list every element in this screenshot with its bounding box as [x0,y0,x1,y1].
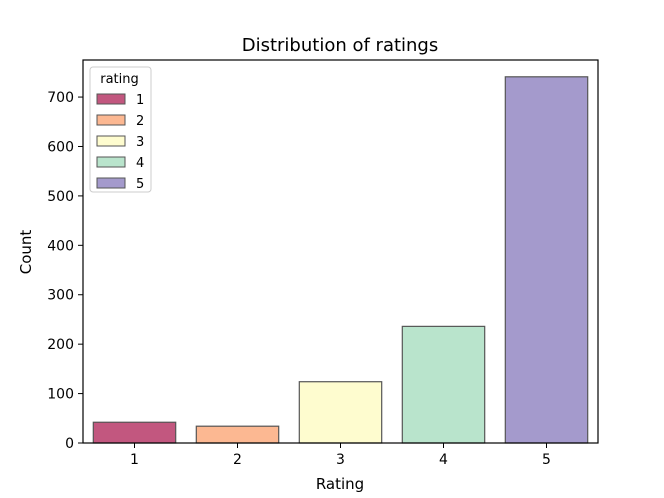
bar-rating-3 [298,381,383,444]
legend-label-1: 1 [136,93,144,108]
plot-frame [82,59,599,444]
y-tick-label: 0 [65,436,74,452]
y-tick-label: 500 [47,189,74,205]
y-axis: 0 100 200 300 400 500 600 700 [47,90,83,452]
legend-swatch-5 [96,177,126,189]
y-axis-title: Count [17,230,35,275]
chart-title: Distribution of ratings [242,35,439,56]
bar-rating-5 [504,76,589,444]
bar-rating-4 [401,325,486,444]
legend-label-4: 4 [136,156,144,171]
legend-swatch-3 [96,135,126,147]
legend: rating 1 2 3 4 5 [89,66,152,193]
legend-label-3: 3 [136,135,144,150]
x-axis-title: Rating [316,475,364,493]
bars-group [92,76,589,444]
y-tick-label: 400 [47,238,74,254]
y-tick-label: 600 [47,139,74,155]
x-tick-label: 1 [130,452,139,468]
bar-rating-2 [195,425,280,444]
bar-rating-1 [92,421,177,444]
y-tick-label: 100 [47,387,74,403]
x-tick-label: 4 [439,452,448,468]
legend-label-5: 5 [136,177,144,192]
legend-swatch-4 [96,156,126,168]
legend-swatch-2 [96,114,126,126]
legend-title: rating [100,72,139,87]
y-tick-label: 200 [47,337,74,353]
legend-label-2: 2 [136,114,144,129]
x-tick-label: 2 [233,452,242,468]
x-axis: 1 2 3 4 5 [130,443,551,468]
x-tick-label: 3 [336,452,345,468]
y-tick-label: 300 [47,288,74,304]
x-tick-label: 5 [542,452,551,468]
legend-swatch-1 [96,93,126,105]
y-tick-label: 700 [47,90,74,106]
